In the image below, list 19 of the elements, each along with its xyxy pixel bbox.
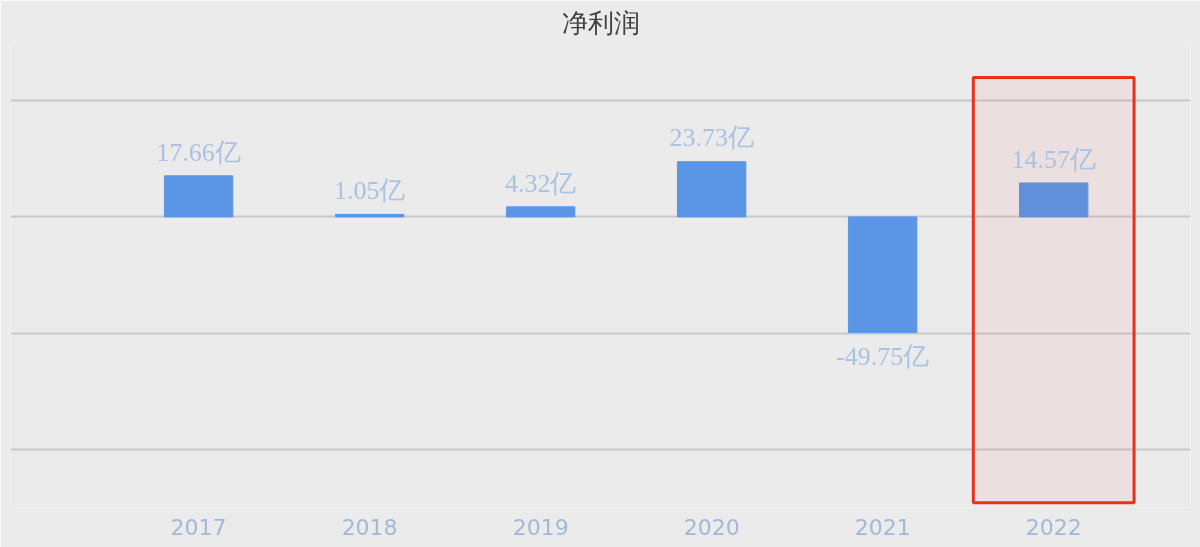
bar xyxy=(163,175,234,218)
x-tick-label: 2018 xyxy=(341,514,398,540)
data-label: 1.05亿 xyxy=(333,176,406,206)
bar xyxy=(334,213,405,218)
data-label: 17.66亿 xyxy=(156,137,241,167)
chart-title: 净利润 xyxy=(561,7,640,38)
data-label: 4.32亿 xyxy=(504,168,577,198)
x-tick-label: 2017 xyxy=(170,514,227,540)
data-label: 14.57亿 xyxy=(1011,144,1096,174)
data-label: -49.75亿 xyxy=(836,341,930,371)
x-tick-label: 2022 xyxy=(1025,514,1082,540)
bar xyxy=(1018,182,1089,218)
x-tick-label: 2021 xyxy=(854,514,911,540)
bar xyxy=(847,216,918,334)
data-label: 23.73亿 xyxy=(669,123,754,153)
x-tick-label: 2020 xyxy=(683,514,740,540)
bar xyxy=(676,161,747,218)
x-tick-label: 2019 xyxy=(512,514,569,540)
bar xyxy=(505,206,576,218)
